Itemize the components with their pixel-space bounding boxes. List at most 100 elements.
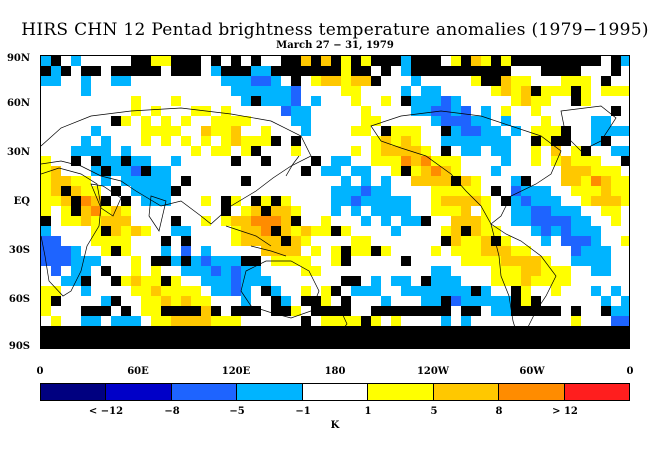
anomaly-cell <box>151 316 161 326</box>
anomaly-cell <box>411 346 421 348</box>
colorbar-swatch <box>106 384 172 400</box>
map-subtitle: March 27 − 31, 1979 <box>276 40 394 51</box>
anomaly-cell <box>321 216 331 226</box>
anomaly-cell <box>431 336 441 346</box>
anomaly-cell <box>621 186 629 196</box>
anomaly-cell <box>261 136 271 146</box>
anomaly-cell <box>621 196 629 206</box>
anomaly-cell <box>441 226 451 236</box>
anomaly-cell <box>131 66 141 76</box>
anomaly-cell <box>451 216 461 226</box>
anomaly-cell <box>61 256 71 266</box>
anomaly-cell <box>271 286 281 296</box>
anomaly-cell <box>461 56 471 66</box>
anomaly-cell <box>251 306 261 316</box>
anomaly-cell <box>561 266 571 276</box>
anomaly-cell <box>451 236 461 246</box>
anomaly-cell <box>231 156 241 166</box>
anomaly-cell <box>331 346 341 348</box>
anomaly-cell <box>251 136 261 146</box>
anomaly-cell <box>321 296 331 306</box>
anomaly-cell <box>451 66 461 76</box>
anomaly-cell <box>271 216 281 226</box>
anomaly-cell <box>491 146 501 156</box>
anomaly-cell <box>341 346 351 348</box>
anomaly-cell <box>271 76 281 86</box>
anomaly-cell <box>411 216 421 226</box>
anomaly-cell <box>411 166 421 176</box>
anomaly-cell <box>421 106 431 116</box>
anomaly-cell <box>161 136 171 146</box>
anomaly-cell <box>531 56 541 66</box>
anomaly-cell <box>441 116 451 126</box>
anomaly-cell <box>151 176 161 186</box>
anomaly-cell <box>451 166 461 176</box>
anomaly-cell <box>91 236 101 246</box>
anomaly-cell <box>231 306 241 316</box>
anomaly-cell <box>511 76 521 86</box>
anomaly-cell <box>511 256 521 266</box>
anomaly-cell <box>211 276 221 286</box>
anomaly-cell <box>171 96 181 106</box>
anomaly-cell <box>571 156 581 166</box>
anomaly-cell <box>331 226 341 236</box>
anomaly-cell <box>221 126 231 136</box>
anomaly-cell <box>451 126 461 136</box>
anomaly-cell <box>331 336 341 346</box>
anomaly-cell <box>371 336 381 346</box>
anomaly-cell <box>531 106 541 116</box>
anomaly-cell <box>201 306 211 316</box>
anomaly-cell <box>191 306 201 316</box>
anomaly-cell <box>431 86 441 96</box>
anomaly-cell <box>111 336 121 346</box>
anomaly-cell <box>501 336 511 346</box>
anomaly-cell <box>451 56 461 66</box>
anomaly-cell <box>311 306 321 316</box>
anomaly-cell <box>391 276 401 286</box>
anomaly-cell <box>481 336 491 346</box>
anomaly-cell <box>411 156 421 166</box>
anomaly-cell <box>371 346 381 348</box>
anomaly-cell <box>351 246 361 256</box>
anomaly-cell <box>231 226 241 236</box>
anomaly-cell <box>121 276 131 286</box>
anomaly-cell <box>421 166 431 176</box>
anomaly-cell <box>461 296 471 306</box>
anomaly-cell <box>571 256 581 266</box>
anomaly-cell <box>181 116 191 126</box>
anomaly-cell <box>451 156 461 166</box>
anomaly-cell <box>301 256 311 266</box>
lat-label-30s: 30S <box>8 245 30 256</box>
anomaly-cell <box>171 216 181 226</box>
anomaly-cell <box>551 266 561 276</box>
anomaly-cell <box>441 186 451 196</box>
anomaly-cell <box>41 66 51 76</box>
anomaly-cell <box>151 306 161 316</box>
anomaly-cell <box>531 156 541 166</box>
anomaly-cell <box>51 166 61 176</box>
anomaly-cell <box>121 316 131 326</box>
anomaly-cell <box>451 206 461 216</box>
anomaly-cell <box>161 256 171 266</box>
anomaly-cell <box>551 126 561 136</box>
anomaly-cell <box>511 336 521 346</box>
anomaly-cell <box>351 86 361 96</box>
anomaly-cell <box>121 146 131 156</box>
anomaly-cell <box>161 346 171 348</box>
anomaly-cell <box>251 266 261 276</box>
anomaly-cell <box>121 196 131 206</box>
anomaly-cell <box>531 216 541 226</box>
anomaly-cell <box>401 146 411 156</box>
anomaly-cell <box>531 326 541 336</box>
anomaly-cell <box>241 136 251 146</box>
anomaly-cell <box>471 76 481 86</box>
anomaly-cell <box>541 306 551 316</box>
anomaly-cell <box>501 346 511 348</box>
anomaly-cell <box>451 176 461 186</box>
anomaly-cell <box>311 326 321 336</box>
anomaly-cell <box>171 126 181 136</box>
anomaly-cell <box>471 216 481 226</box>
anomaly-cell <box>501 136 511 146</box>
anomaly-cell <box>501 246 511 256</box>
anomaly-cell <box>401 276 411 286</box>
